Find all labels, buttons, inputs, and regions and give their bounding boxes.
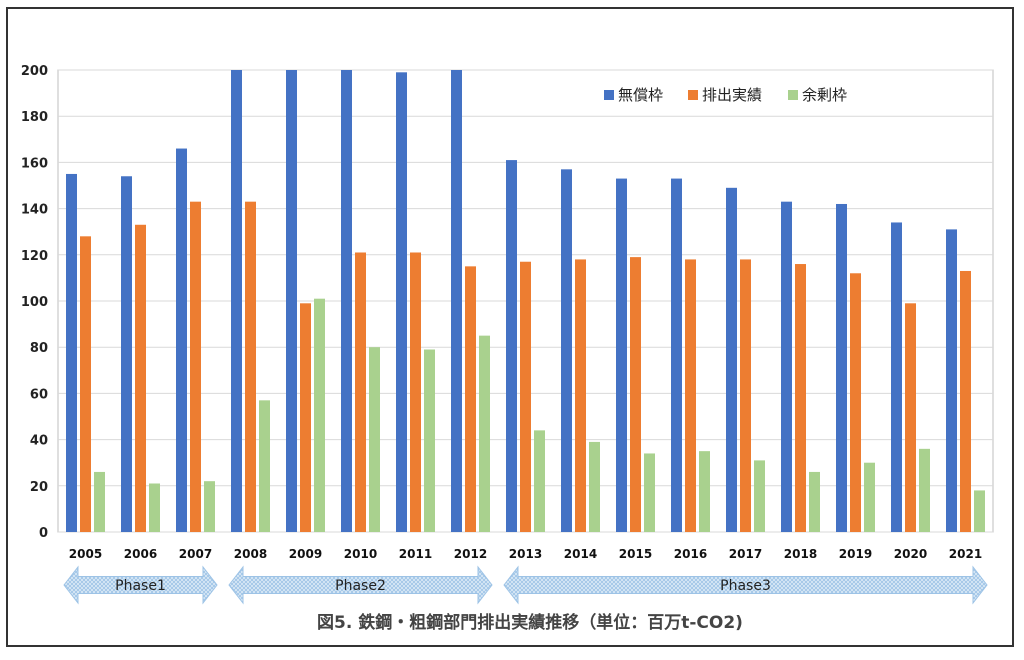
x-tick-label: 2011 xyxy=(399,547,432,561)
legend-swatch xyxy=(604,90,614,100)
x-tick-label: 2013 xyxy=(509,547,542,561)
x-tick-label: 2008 xyxy=(234,547,267,561)
axes-group: 0 20 40 60 80 100 120 140 160 180 200 2005 2006 2007 2… xyxy=(21,64,982,561)
bar-2018-1 xyxy=(781,201,792,533)
phase-label: Phase2 xyxy=(335,578,386,594)
bar-2010-2 xyxy=(355,252,366,533)
bar-2008-3 xyxy=(259,400,270,532)
x-tick-label: 2014 xyxy=(564,547,597,561)
bar-2018-2 xyxy=(795,264,806,532)
bar-2017-1 xyxy=(726,187,737,532)
x-tick-label: 2006 xyxy=(124,547,157,561)
bar-2007-2 xyxy=(190,201,201,533)
bar-2020-3 xyxy=(919,448,930,532)
x-tick-label: 2020 xyxy=(894,547,927,561)
legend-label: 排出実績 xyxy=(702,86,762,104)
bar-2019-2 xyxy=(850,273,861,532)
x-tick-label: 2007 xyxy=(179,547,212,561)
y-tick-label: 20 xyxy=(30,480,48,495)
bar-2009-2 xyxy=(300,303,311,532)
bar-2016-1 xyxy=(671,178,682,532)
x-tick-label: 2018 xyxy=(784,547,817,561)
x-tick-label: 2015 xyxy=(619,547,652,561)
bar-2020-2 xyxy=(905,303,916,532)
legend: 無償枠 排出実績 余剰枠 xyxy=(604,86,847,104)
x-tick-label: 2021 xyxy=(949,547,982,561)
bar-2018-3 xyxy=(809,471,820,532)
bar-2008-2 xyxy=(245,201,256,533)
bar-2015-2 xyxy=(630,257,641,532)
bar-2006-2 xyxy=(135,224,146,532)
chart-caption: 図5. 鉄鋼・粗鋼部門排出実績推移（単位：百万t-CO2) xyxy=(317,612,743,633)
x-tick-label: 2012 xyxy=(454,547,487,561)
bar-2014-3 xyxy=(589,441,600,532)
bar-2021-2 xyxy=(960,270,971,532)
bar-2006-3 xyxy=(149,483,160,532)
bar-2011-3 xyxy=(424,349,435,532)
bar-2015-1 xyxy=(616,178,627,532)
bar-2013-2 xyxy=(520,261,531,532)
bar-2005-2 xyxy=(80,236,91,532)
phase-label: Phase3 xyxy=(720,578,771,594)
bar-2014-1 xyxy=(561,169,572,532)
bar-2019-3 xyxy=(864,462,875,532)
bar-2016-3 xyxy=(699,451,710,532)
bar-2011-2 xyxy=(410,252,421,533)
legend-label: 無償枠 xyxy=(618,86,663,104)
bar-2014-2 xyxy=(575,259,586,532)
bar-2007-3 xyxy=(204,481,215,532)
y-tick-label: 140 xyxy=(21,203,48,218)
y-tick-label: 120 xyxy=(21,249,48,264)
bar-2009-3 xyxy=(314,298,325,532)
bar-2009-1 xyxy=(286,70,297,532)
bar-2012-1 xyxy=(451,70,462,532)
bar-2019-1 xyxy=(836,203,847,533)
bar-2005-3 xyxy=(94,471,105,532)
y-tick-label: 60 xyxy=(30,387,48,402)
x-tick-label: 2017 xyxy=(729,547,762,561)
bar-2005-1 xyxy=(66,173,77,532)
y-tick-label: 100 xyxy=(21,295,48,310)
x-tick-label: 2016 xyxy=(674,547,707,561)
bar-2021-1 xyxy=(946,229,957,532)
y-tick-label: 0 xyxy=(39,526,48,541)
x-tick-label: 2010 xyxy=(344,547,377,561)
bar-2016-2 xyxy=(685,259,696,532)
bar-2021-3 xyxy=(974,490,985,532)
x-tick-label: 2005 xyxy=(69,547,102,561)
bar-2010-3 xyxy=(369,347,380,532)
y-tick-label: 80 xyxy=(30,341,48,356)
bar-2012-3 xyxy=(479,335,490,532)
bar-2013-3 xyxy=(534,430,545,532)
bar-2007-1 xyxy=(176,148,187,533)
bar-2010-1 xyxy=(341,70,352,532)
phase-arrow xyxy=(228,565,493,605)
phase-arrow xyxy=(503,565,988,605)
bar-2015-3 xyxy=(644,453,655,532)
legend-label: 余剰枠 xyxy=(802,86,847,104)
phase-arrows: Phase1 Phase2 Phase3 xyxy=(63,565,988,605)
bar-2006-1 xyxy=(121,176,132,532)
bar-2013-1 xyxy=(506,160,517,532)
bar-2011-1 xyxy=(396,72,407,532)
legend-swatch xyxy=(688,90,698,100)
y-tick-label: 180 xyxy=(21,110,48,125)
x-tick-label: 2019 xyxy=(839,547,872,561)
bar-2012-2 xyxy=(465,266,476,532)
bar-2017-3 xyxy=(754,460,765,532)
phase-label: Phase1 xyxy=(115,578,166,594)
y-tick-label: 40 xyxy=(30,434,48,449)
bar-2017-2 xyxy=(740,259,751,532)
bar-2008-1 xyxy=(231,70,242,532)
phase-arrow xyxy=(63,565,218,605)
bars-group xyxy=(66,70,985,533)
bar-2020-1 xyxy=(891,222,902,532)
y-tick-label: 200 xyxy=(21,64,48,79)
x-tick-label: 2009 xyxy=(289,547,322,561)
legend-swatch xyxy=(788,90,798,100)
y-tick-label: 160 xyxy=(21,156,48,171)
